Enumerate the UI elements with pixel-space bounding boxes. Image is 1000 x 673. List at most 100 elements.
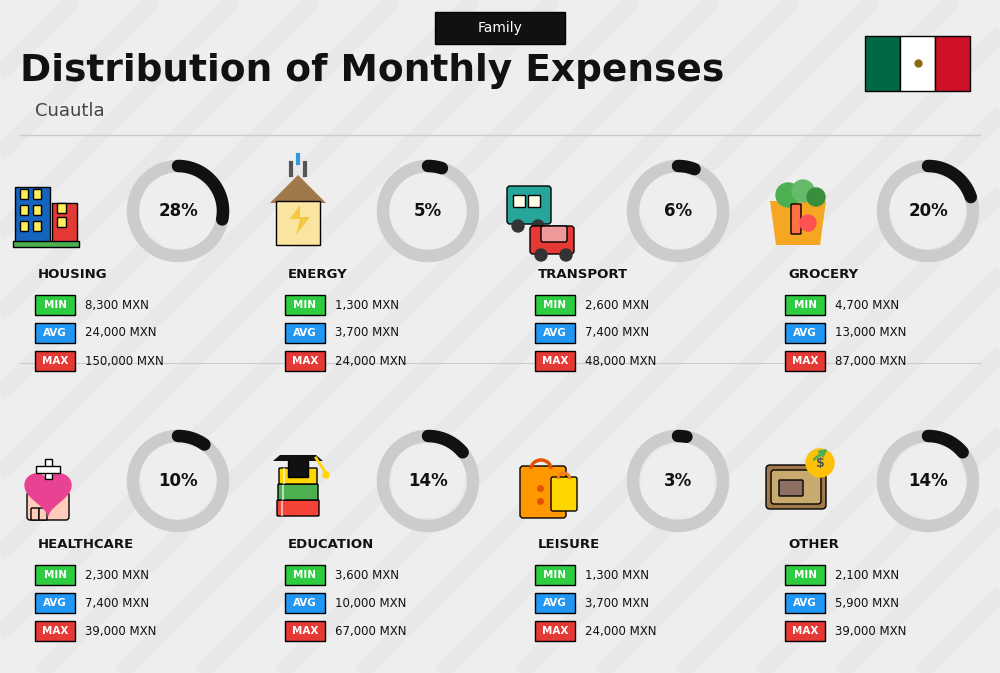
FancyBboxPatch shape xyxy=(285,323,325,343)
FancyBboxPatch shape xyxy=(285,295,325,315)
Text: 7,400 MXN: 7,400 MXN xyxy=(85,596,149,610)
FancyBboxPatch shape xyxy=(33,205,41,215)
FancyBboxPatch shape xyxy=(541,226,567,242)
FancyBboxPatch shape xyxy=(507,186,551,224)
Text: AVG: AVG xyxy=(293,328,317,338)
Text: Distribution of Monthly Expenses: Distribution of Monthly Expenses xyxy=(20,53,724,89)
FancyBboxPatch shape xyxy=(20,189,28,199)
FancyBboxPatch shape xyxy=(791,204,801,234)
Circle shape xyxy=(892,175,964,247)
FancyBboxPatch shape xyxy=(785,593,825,613)
Circle shape xyxy=(792,180,814,202)
FancyBboxPatch shape xyxy=(535,565,575,585)
FancyBboxPatch shape xyxy=(288,459,308,477)
Circle shape xyxy=(776,183,800,207)
FancyBboxPatch shape xyxy=(35,351,75,371)
Text: MAX: MAX xyxy=(542,356,568,366)
Text: 6%: 6% xyxy=(664,202,692,220)
FancyBboxPatch shape xyxy=(33,221,41,231)
Text: AVG: AVG xyxy=(793,598,817,608)
FancyBboxPatch shape xyxy=(33,189,41,199)
FancyBboxPatch shape xyxy=(31,508,39,520)
Text: 87,000 MXN: 87,000 MXN xyxy=(835,355,906,367)
Text: GROCERY: GROCERY xyxy=(788,269,858,281)
FancyBboxPatch shape xyxy=(35,621,75,641)
Text: AVG: AVG xyxy=(543,598,567,608)
FancyBboxPatch shape xyxy=(20,205,28,215)
FancyBboxPatch shape xyxy=(39,508,47,520)
Text: EDUCATION: EDUCATION xyxy=(288,538,374,551)
Text: 39,000 MXN: 39,000 MXN xyxy=(835,625,906,637)
Text: MAX: MAX xyxy=(792,626,818,636)
FancyBboxPatch shape xyxy=(900,36,935,91)
Text: 2,600 MXN: 2,600 MXN xyxy=(585,299,649,312)
FancyBboxPatch shape xyxy=(551,477,577,511)
Circle shape xyxy=(142,445,214,517)
Text: AVG: AVG xyxy=(793,328,817,338)
Text: MIN: MIN xyxy=(544,300,566,310)
Text: 4,700 MXN: 4,700 MXN xyxy=(835,299,899,312)
Text: MAX: MAX xyxy=(42,626,68,636)
Text: 1,300 MXN: 1,300 MXN xyxy=(335,299,399,312)
Text: AVG: AVG xyxy=(43,328,67,338)
FancyBboxPatch shape xyxy=(785,621,825,641)
Polygon shape xyxy=(290,205,310,235)
FancyBboxPatch shape xyxy=(20,221,28,231)
FancyBboxPatch shape xyxy=(15,187,50,245)
Circle shape xyxy=(807,188,825,206)
Circle shape xyxy=(892,445,964,517)
FancyBboxPatch shape xyxy=(785,323,825,343)
Text: 14%: 14% xyxy=(908,472,948,490)
Polygon shape xyxy=(273,455,323,461)
Text: 28%: 28% xyxy=(158,202,198,220)
Text: 3,600 MXN: 3,600 MXN xyxy=(335,569,399,581)
Text: 24,000 MXN: 24,000 MXN xyxy=(85,326,156,339)
FancyBboxPatch shape xyxy=(530,226,574,254)
FancyBboxPatch shape xyxy=(935,36,970,91)
Text: 24,000 MXN: 24,000 MXN xyxy=(335,355,406,367)
Text: MIN: MIN xyxy=(544,570,566,580)
FancyBboxPatch shape xyxy=(35,565,75,585)
FancyBboxPatch shape xyxy=(285,621,325,641)
Circle shape xyxy=(642,445,714,517)
Text: 1,300 MXN: 1,300 MXN xyxy=(585,569,649,581)
Text: AVG: AVG xyxy=(43,598,67,608)
Text: 2,300 MXN: 2,300 MXN xyxy=(85,569,149,581)
Text: 67,000 MXN: 67,000 MXN xyxy=(335,625,406,637)
Circle shape xyxy=(560,249,572,261)
Circle shape xyxy=(535,249,547,261)
FancyBboxPatch shape xyxy=(35,593,75,613)
FancyBboxPatch shape xyxy=(285,593,325,613)
FancyBboxPatch shape xyxy=(535,593,575,613)
Text: MAX: MAX xyxy=(292,356,318,366)
Circle shape xyxy=(512,220,524,232)
Text: 8,300 MXN: 8,300 MXN xyxy=(85,299,149,312)
FancyBboxPatch shape xyxy=(771,470,821,504)
Text: 5%: 5% xyxy=(414,202,442,220)
Polygon shape xyxy=(270,175,326,203)
Text: MIN: MIN xyxy=(294,300,316,310)
Circle shape xyxy=(532,220,544,232)
FancyBboxPatch shape xyxy=(35,295,75,315)
FancyBboxPatch shape xyxy=(535,295,575,315)
Text: TRANSPORT: TRANSPORT xyxy=(538,269,628,281)
FancyBboxPatch shape xyxy=(785,295,825,315)
Circle shape xyxy=(392,175,464,247)
Text: OTHER: OTHER xyxy=(788,538,839,551)
Text: MAX: MAX xyxy=(542,626,568,636)
Text: 5,900 MXN: 5,900 MXN xyxy=(835,596,899,610)
Text: Cuautla: Cuautla xyxy=(35,102,105,120)
Text: MAX: MAX xyxy=(292,626,318,636)
Text: AVG: AVG xyxy=(293,598,317,608)
FancyBboxPatch shape xyxy=(278,484,318,500)
FancyBboxPatch shape xyxy=(785,565,825,585)
Text: Family: Family xyxy=(478,21,522,35)
Circle shape xyxy=(642,175,714,247)
FancyBboxPatch shape xyxy=(785,351,825,371)
FancyBboxPatch shape xyxy=(57,217,66,227)
Text: 24,000 MXN: 24,000 MXN xyxy=(585,625,656,637)
FancyBboxPatch shape xyxy=(57,203,66,213)
Text: MIN: MIN xyxy=(294,570,316,580)
FancyBboxPatch shape xyxy=(27,492,69,520)
Text: MAX: MAX xyxy=(42,356,68,366)
